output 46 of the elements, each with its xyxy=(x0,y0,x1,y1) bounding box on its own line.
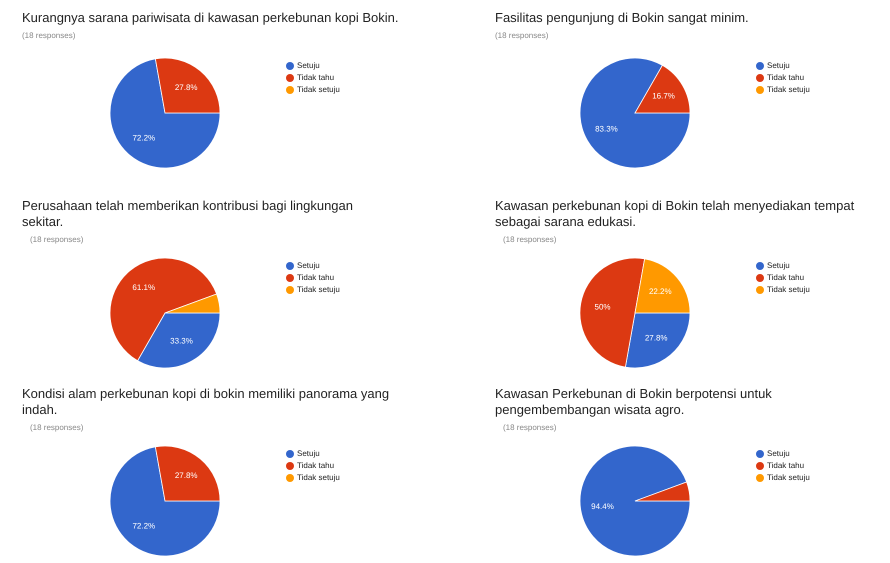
pie-slice xyxy=(580,58,690,168)
pie-slice xyxy=(580,446,690,556)
legend-label: Tidak tahu xyxy=(297,273,334,282)
chart-title: Fasilitas pengunjung di Bokin sangat minim. xyxy=(495,10,749,25)
chart-title: Kawasan perkebunan kopi di Bokin telah menyediakan tempat sebagai sarana edukasi. xyxy=(495,198,855,229)
legend-label: Setuju xyxy=(767,449,790,458)
chart-title: Kawasan Perkebunan di Bokin berpotensi untuk pengembembangan wisata agro. xyxy=(495,386,772,417)
data-label: 72.2% xyxy=(132,133,156,142)
data-label: 94.4% xyxy=(591,502,614,511)
data-label: 27.8% xyxy=(174,470,198,480)
legend-label: Tidak tahu xyxy=(767,273,804,282)
pie-slice xyxy=(110,446,220,556)
chart-title: Kurangnya sarana pariwisata di kawasan perkebunan kopi Bokin. xyxy=(22,10,399,25)
legend-label: Tidak setuju xyxy=(297,85,340,94)
legend-label: Setuju xyxy=(297,261,320,270)
legend-label: Tidak setuju xyxy=(297,473,340,482)
chart-title: Kondisi alam perkebunan kopi di bokin memiliki panorama yang indah. xyxy=(22,386,390,417)
data-label: 83.3% xyxy=(595,124,618,134)
chart-title: Perusahaan telah memberikan kontribusi bagi lingkungan sekitar. xyxy=(22,198,353,229)
data-label: 16.7% xyxy=(652,92,675,101)
data-label: 50% xyxy=(594,302,611,312)
legend-label: Tidak tahu xyxy=(297,73,334,82)
data-label: 22.2% xyxy=(648,286,672,296)
legend-label: Tidak tahu xyxy=(767,73,804,82)
data-label: 27.8% xyxy=(174,82,198,92)
legend-label: Tidak setuju xyxy=(297,285,340,294)
legend-label: Setuju xyxy=(297,449,320,458)
chart-subtitle: (18 responses) xyxy=(30,423,84,432)
data-label: 61.1% xyxy=(132,282,156,292)
chart-subtitle: (18 responses) xyxy=(495,31,549,40)
data-label: 72.2% xyxy=(132,521,156,530)
data-label: 33.3% xyxy=(170,336,193,346)
legend-label: Tidak setuju xyxy=(767,473,810,482)
pie-slice xyxy=(110,58,220,168)
legend-label: Setuju xyxy=(767,261,790,270)
data-label: 27.8% xyxy=(644,333,668,342)
legend-label: Setuju xyxy=(767,61,790,70)
legend-label: Tidak setuju xyxy=(767,85,810,94)
legend-label: Tidak tahu xyxy=(297,461,334,470)
legend-label: Tidak tahu xyxy=(767,461,804,470)
chart-subtitle: (18 responses) xyxy=(22,31,76,40)
chart-subtitle: (18 responses) xyxy=(30,235,84,244)
legend-label: Tidak setuju xyxy=(767,285,810,294)
chart-subtitle: (18 responses) xyxy=(503,235,557,244)
legend-label: Setuju xyxy=(297,61,320,70)
chart-subtitle: (18 responses) xyxy=(503,423,557,432)
